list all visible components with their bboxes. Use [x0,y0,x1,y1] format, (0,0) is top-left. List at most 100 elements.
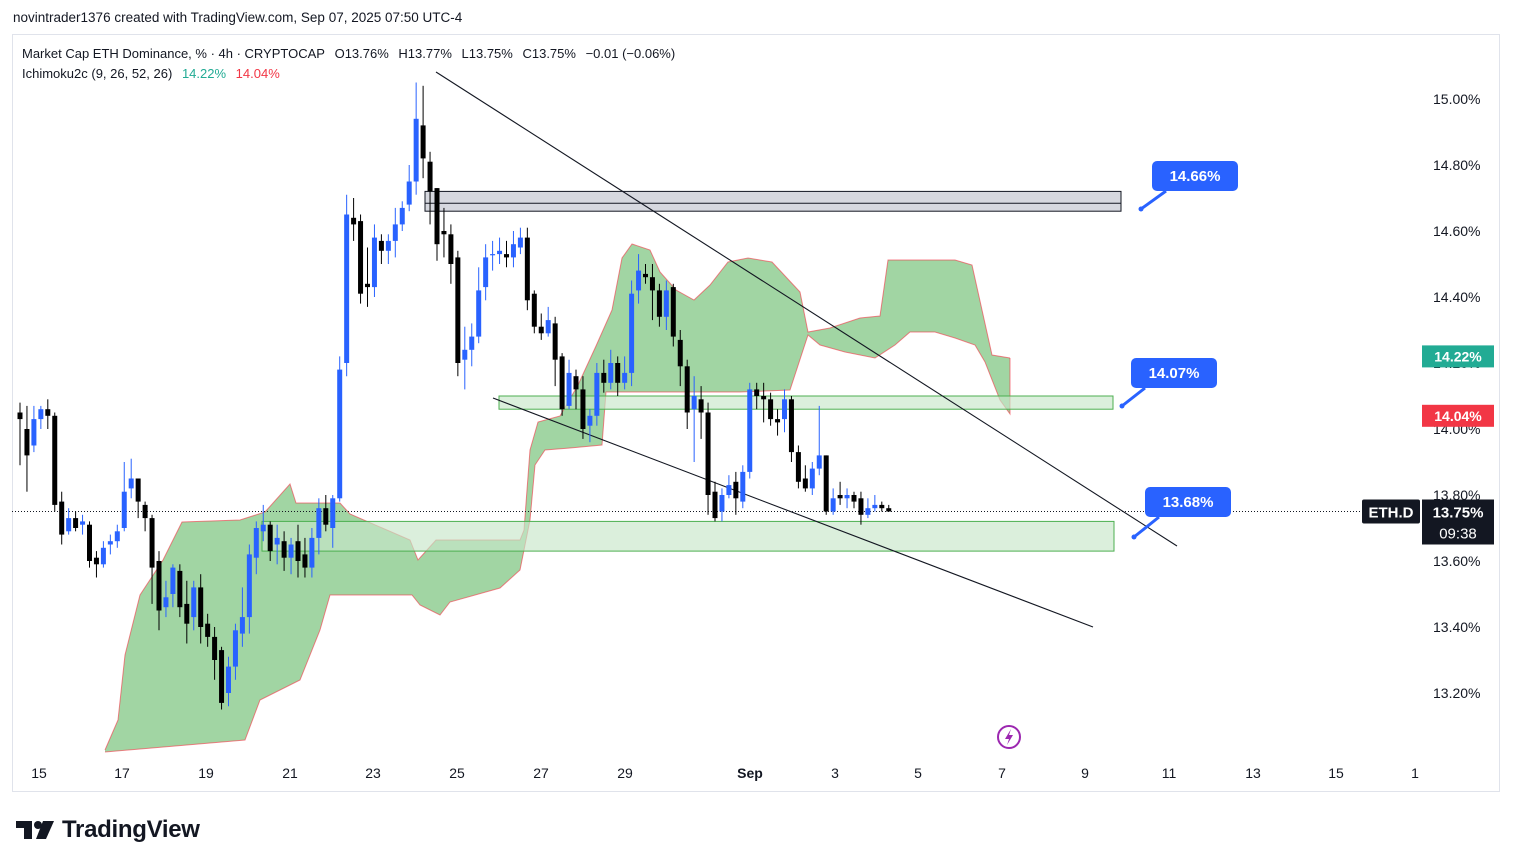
candle [802,465,808,492]
callout-box [1152,161,1238,191]
candle [246,544,252,634]
candle-body [226,666,231,693]
candle-body [552,323,558,360]
candle [260,504,266,542]
price-tick-label: 13.20% [1433,685,1480,701]
candle [358,214,364,304]
time-tick-label: 5 [914,765,922,781]
candle-body [191,587,197,618]
time-tick-label: 3 [831,765,839,781]
candle [670,283,676,347]
callout-box [1131,358,1217,388]
candle [851,491,857,509]
candle [309,528,315,578]
candle-body [184,603,190,624]
lightning-icon[interactable] [997,725,1021,749]
candle [573,369,579,410]
candle-body [879,504,885,509]
candle-body [378,240,384,251]
candle [184,580,190,644]
time-tick-label: 13 [1245,765,1261,781]
candle-body [323,508,329,525]
candle [643,264,648,284]
callout-anchor [1131,534,1137,540]
candle-body [740,471,746,502]
candle [191,580,197,631]
time-tick-label: 1 [1411,765,1419,781]
callout-pointer [1133,515,1160,539]
candle [73,511,79,532]
candle-body [455,257,461,363]
price-axis[interactable]: 15.00%14.80%14.60%14.40%14.20%14.00%13.8… [1433,91,1480,701]
price-tick-label: 13.60% [1433,553,1480,569]
candle [705,402,711,515]
candle [517,227,523,255]
candle-body [239,617,245,634]
candle-body [316,508,322,538]
candle [163,580,169,618]
candle [649,264,655,321]
attribution-text: novintrader1376 created with TradingView… [13,10,463,25]
candle [232,623,238,680]
candle-body [663,290,669,317]
candle-body [330,498,336,528]
candle [316,498,322,555]
candle-body [851,495,857,502]
time-axis[interactable]: 15 17 19 21 23 25 27 29 Sep 3 5 7 9 11 13 15 1 [31,765,1419,781]
time-tick-label: 25 [449,765,465,781]
candle-body [775,419,781,423]
candle-body [100,547,106,565]
chart-frame[interactable] [12,34,1500,792]
candle [427,151,433,225]
candle-body [761,396,767,400]
candle-body [80,521,86,525]
candle [823,455,829,515]
candle-body [830,498,836,512]
close-value: C13.75% [522,46,576,61]
candle-body [601,372,607,383]
candle [198,574,204,644]
horizontal-zones [261,190,1122,552]
candle [795,445,801,489]
candle [837,481,843,505]
candle-body [524,237,530,301]
candle-body [719,495,725,512]
cloud-lower-edge [104,331,1011,753]
candle [768,392,774,426]
candle-body [747,389,753,472]
callout-pointer [1121,386,1146,408]
candle-body [149,518,155,568]
candle [858,491,864,525]
candle [559,353,565,416]
candle [524,227,530,311]
indicator-badge-label: 14.04% [1434,408,1482,424]
candle-body [73,518,79,528]
candle [385,234,391,264]
candle-body [837,495,843,499]
price-callout: 13.68% [1131,487,1231,540]
candle-body [608,363,614,383]
indicator-name: Ichimoku2c (9, 26, 52, 26) [22,66,173,81]
candle [114,524,120,548]
candle [580,376,586,439]
candle [531,290,537,334]
lower-trendline [492,397,1094,628]
candle-body [726,485,732,495]
candle [761,382,767,423]
candle [462,326,468,390]
candle [782,389,787,433]
time-tick-label: 19 [198,765,214,781]
candle-body [566,372,572,406]
candle-body [684,366,690,413]
candle-body [365,283,370,288]
candle-body [476,290,482,337]
low-value: L13.75% [461,46,513,61]
tradingview-watermark[interactable]: TradingView [16,816,200,844]
candle [31,405,37,453]
candle [809,462,815,495]
candle [170,564,176,608]
candle-body [698,399,704,413]
candle-body [205,623,211,637]
symbol-badge-label: ETH.D [1369,505,1414,522]
